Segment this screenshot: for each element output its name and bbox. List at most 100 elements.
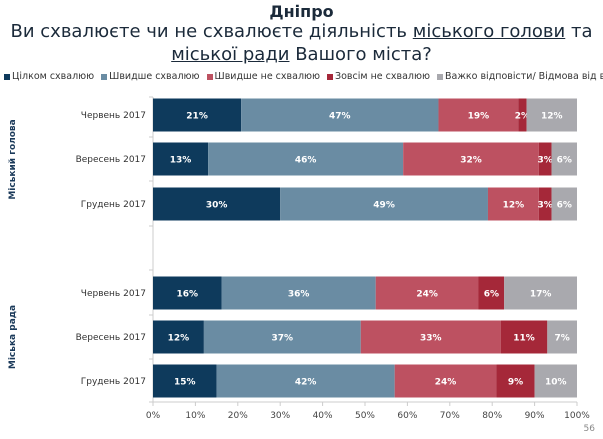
x-tick-label: 80% [482,411,502,421]
bar-segment [153,98,242,132]
bar-segment [551,142,577,176]
subtitle-text: та [565,21,593,42]
data-label: 24% [416,290,438,300]
row-label: Червень 2017 [81,289,146,299]
legend-swatch [436,73,443,80]
x-tick-label: 60% [397,411,417,421]
legend-swatch [206,73,213,80]
data-label: 42% [295,378,317,388]
x-tick-label: 10% [185,411,205,421]
subtitle-text: Вашого міста? [289,44,432,65]
x-tick-label: 100% [564,411,590,421]
data-label: 46% [295,156,317,166]
bar-segment [375,276,479,310]
data-label: 6% [557,201,572,211]
data-label: 10% [545,378,567,388]
legend-label: Важко відповісти/ Відмова від відповіді [444,71,603,82]
row-label: Червень 2017 [81,111,146,121]
legend-swatch [327,73,334,80]
legend-swatch [4,73,10,80]
data-label: 9% [508,378,523,388]
data-label: 12% [168,334,190,344]
data-label: 37% [272,334,294,344]
bar-segment [478,276,505,310]
legend-item: Швидше не схвалюю [206,71,321,82]
bar-segment [518,98,527,132]
x-tick-label: 0% [146,411,161,421]
bar-segment [547,320,577,354]
data-label: 24% [435,378,457,388]
bar-segment [394,364,497,398]
data-label: 16% [176,290,198,300]
bar-segment [153,364,217,398]
bar-segment [500,320,548,354]
x-tick-label: 20% [228,411,248,421]
subtitle-text: міської ради [171,44,290,65]
group-label: Міська рада [7,305,18,369]
x-tick-label: 90% [525,411,545,421]
x-tick-label: 30% [270,411,290,421]
bar-segment [538,187,552,221]
legend-label: Швидше схвалюю [109,71,200,82]
slide-subtitle: Ви схвалюєте чи не схвалюєте діяльність … [0,20,603,66]
bar-segment [153,187,281,221]
data-label: 49% [373,201,395,211]
legend-swatch [101,73,108,80]
bar-segment [208,142,404,176]
bar-segment [221,276,376,310]
data-label: 7% [555,334,570,344]
bar-segment [487,187,539,221]
legend-label: Швидше не схвалюю [214,71,321,82]
data-label: 13% [170,156,192,166]
legend: Цілком схвалюю Швидше схвалюю Швидше не сх… [4,71,603,82]
data-label: 6% [484,290,499,300]
data-label: 11% [513,334,535,344]
bar-segment [203,320,361,354]
bar-segment [534,364,577,398]
bar-segment [153,276,222,310]
bar-segment [216,364,395,398]
legend-item: Швидше схвалюю [101,71,200,82]
row-label: Грудень 2017 [81,377,146,387]
legend-item: Важко відповісти/ Відмова від відповіді [436,71,603,82]
bar-segment [504,276,577,310]
data-label: 2% [515,112,530,122]
data-label: 30% [206,201,228,211]
row-label: Грудень 2017 [81,200,146,210]
data-label: 12% [541,112,563,122]
bar-segment [496,364,535,398]
legend-label: Зовсім не схвалюю [335,71,430,82]
page-number: 56 [583,424,595,434]
data-label: 15% [174,378,196,388]
bar-segment [280,187,488,221]
row-label: Вересень 2017 [76,155,146,165]
subtitle-text: Ви схвалюєте чи не схвалюєте діяльність [10,21,413,42]
bar-segment [153,320,204,354]
group-label: Міський голова [7,119,18,199]
data-label: 6% [557,156,572,166]
bar-segment [153,142,209,176]
data-label: 47% [329,112,351,122]
data-label: 12% [503,201,525,211]
data-label: 21% [186,112,208,122]
x-tick-label: 50% [355,411,375,421]
data-label: 3% [538,201,553,211]
bar-segment [526,98,577,132]
x-tick-label: 40% [313,411,333,421]
data-label: 19% [468,112,490,122]
bar-segment [538,142,552,176]
data-label: 36% [288,290,310,300]
legend-item: Цілком схвалюю [4,71,94,82]
legend-label: Цілком схвалюю [12,71,95,82]
bar-segment [551,187,577,221]
slide-title: Дніпро [269,2,334,21]
legend-item: Зовсім не схвалюю [327,71,430,82]
x-tick-label: 70% [440,411,460,421]
data-label: 3% [538,156,553,166]
bar-segment [241,98,439,132]
data-label: 17% [530,290,552,300]
data-label: 32% [460,156,482,166]
data-label: 33% [420,334,442,344]
